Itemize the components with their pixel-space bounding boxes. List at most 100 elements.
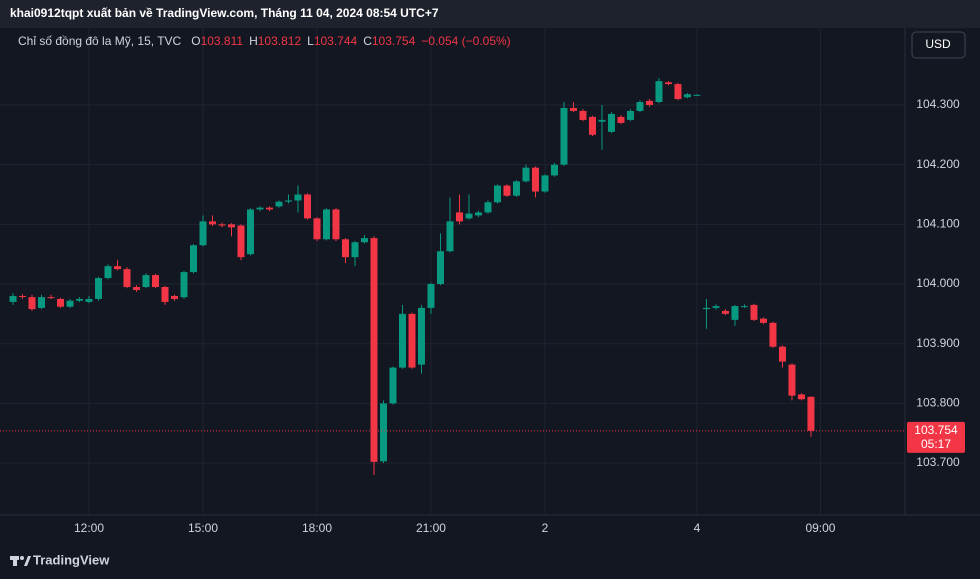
candle-body [807, 396, 815, 431]
ohlc-value: 103.811 [200, 34, 244, 48]
change: −0.054 (−0.05%) [421, 34, 511, 48]
candle-body [227, 224, 235, 228]
candle-body [636, 102, 644, 111]
candle-body [275, 201, 283, 207]
candle-body [398, 313, 406, 368]
ohlc-label: L [307, 34, 314, 48]
x-tick-label: 12:00 [74, 521, 104, 535]
candle-body [560, 107, 568, 165]
candle-body [645, 100, 653, 105]
candle-body [66, 300, 74, 307]
candle-body [161, 287, 169, 302]
candle-body [579, 110, 587, 120]
currency: USD [925, 37, 951, 51]
candle-body [626, 110, 634, 120]
candle-body [759, 318, 767, 323]
ohlc-label: O [191, 34, 201, 48]
plot-area [0, 28, 905, 515]
candle-body [683, 94, 691, 98]
candle-body [503, 185, 511, 196]
candle-body [9, 295, 17, 302]
candle-body [199, 221, 207, 246]
candle-body [85, 298, 93, 302]
x-tick-label: 21:00 [416, 521, 446, 535]
candle-body [769, 322, 777, 347]
y-tick-label: 104.300 [916, 97, 960, 111]
candle-body [370, 238, 378, 462]
last-price-badge [907, 421, 965, 453]
candle-body [133, 287, 141, 291]
candle-body [693, 94, 701, 96]
symbol: Chỉ số đồng đô la Mỹ, 15, TVC [18, 34, 182, 48]
candle-body [797, 394, 805, 400]
candle-body [190, 245, 198, 273]
legend: Chỉ số đồng đô la Mỹ, 15, TVC O103.811 H 1… [18, 34, 517, 48]
candle-body [256, 207, 264, 210]
candle-body [38, 297, 46, 308]
candle-body [740, 306, 748, 308]
candle-body [208, 221, 216, 225]
x-tick-label: 18:00 [302, 521, 332, 535]
countdown: 05:17 [921, 437, 951, 451]
candle-body [465, 213, 473, 219]
candle-body [788, 364, 796, 396]
candle-body [152, 275, 160, 288]
logo-icon [13, 556, 17, 566]
candle-body [550, 164, 558, 176]
y-tick-label: 104.100 [916, 217, 960, 231]
x-tick-label: 4 [694, 521, 701, 535]
y-tick-label: 103.800 [916, 396, 960, 410]
candle-body [142, 275, 150, 288]
candle-body [778, 346, 786, 362]
candle-body [427, 284, 435, 308]
candle-body [417, 307, 425, 365]
candle-body [76, 298, 84, 301]
candle-body [246, 209, 254, 255]
candle-body [104, 266, 112, 279]
y-tick-label: 103.900 [916, 336, 960, 350]
candle-body [436, 251, 444, 285]
candle-body [484, 202, 492, 213]
candle-body [702, 307, 710, 310]
chart-title: khai0912tqpt xuất bản về TradingView.com… [10, 6, 439, 20]
candle-body [379, 403, 387, 462]
x-tick-label: 09:00 [805, 521, 835, 535]
candle-body [237, 225, 245, 258]
candle-body [28, 297, 36, 310]
candle-body [341, 239, 349, 258]
logo-icon [24, 556, 31, 566]
candle-body [313, 218, 321, 240]
y-tick-label: 104.000 [916, 276, 960, 290]
currency-button[interactable] [911, 31, 966, 59]
candle-body [598, 119, 606, 122]
candle-body [57, 298, 65, 307]
ohlc-label: H [249, 34, 258, 48]
candle-body [674, 84, 682, 100]
candle-body [322, 209, 330, 240]
candle-body [446, 221, 454, 252]
candle-body [389, 367, 397, 404]
candle-body [721, 310, 729, 314]
candle-body [171, 295, 179, 299]
candle-body [180, 272, 188, 298]
candle-body [114, 266, 122, 270]
ohlc-value: 103.744 [313, 34, 358, 48]
candle-body [541, 175, 549, 192]
candle-body [19, 295, 27, 297]
logo [10, 556, 31, 566]
logo-icon [20, 556, 24, 560]
candle-body [408, 313, 416, 368]
candle-body [750, 304, 758, 320]
candle-body [303, 194, 311, 219]
top-bar [0, 0, 980, 28]
brand: TradingView [33, 552, 110, 567]
candle-body [607, 113, 615, 132]
candle-body [588, 116, 596, 135]
candle-body [617, 116, 625, 123]
candle-body [512, 181, 520, 196]
candle-body [360, 238, 368, 243]
y-tick-label: 103.700 [916, 455, 960, 469]
candle-body [655, 81, 663, 103]
